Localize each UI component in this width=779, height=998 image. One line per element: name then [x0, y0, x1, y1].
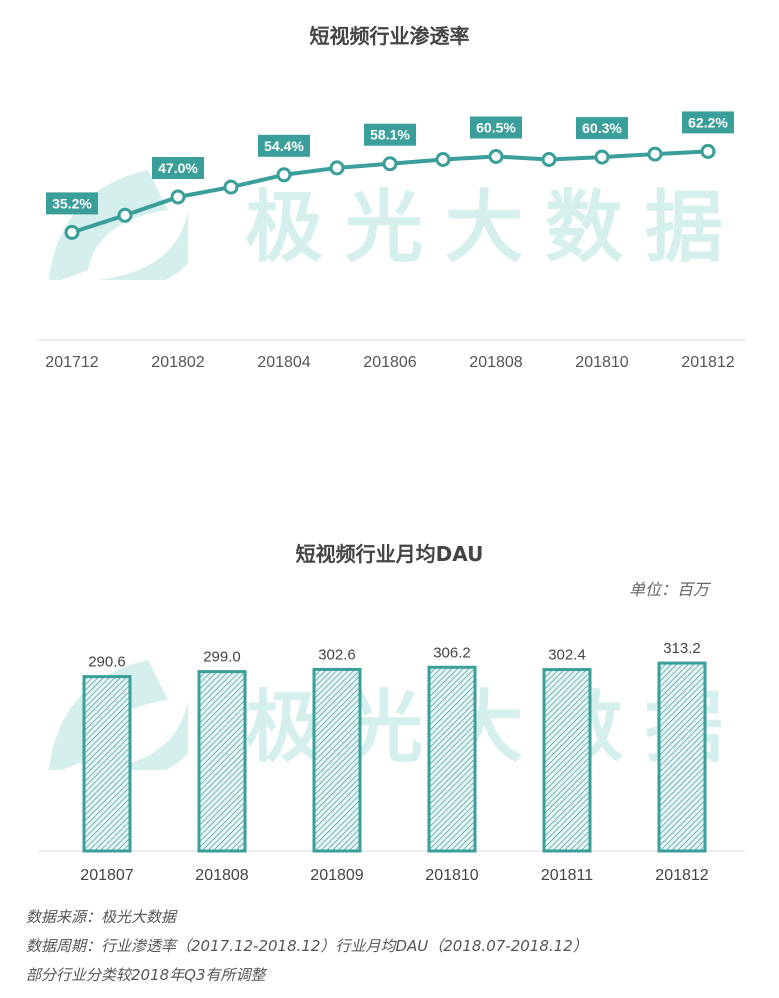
data-point — [541, 152, 557, 167]
unit-label: 单位：百万 — [628, 580, 709, 599]
x-tick-label: 201806 — [363, 354, 416, 371]
watermark-logo-icon — [48, 170, 188, 280]
data-point — [117, 207, 133, 223]
data-label-bg — [576, 117, 628, 140]
data-label: 302.4 — [548, 647, 586, 664]
footer-source: 数据来源：极光大数据 — [26, 908, 177, 926]
data-point — [170, 189, 186, 205]
data-label: 302.6 — [318, 646, 356, 663]
data-point — [594, 149, 610, 165]
data-point — [329, 160, 345, 176]
data-point — [382, 156, 398, 172]
x-tick-label: 201812 — [681, 354, 734, 371]
data-label: 35.2% — [52, 195, 92, 211]
data-point — [700, 143, 716, 159]
data-point — [435, 152, 451, 167]
x-tick-label: 201808 — [469, 354, 522, 371]
data-label: 290.6 — [88, 654, 126, 671]
bar — [657, 661, 707, 853]
x-tick-label: 201807 — [80, 867, 133, 884]
data-label-bg — [258, 134, 310, 157]
x-tick-label: 201811 — [541, 867, 593, 884]
x-tick-label: 201810 — [575, 354, 628, 371]
data-point — [223, 179, 239, 195]
watermark-text: 极光大数据 — [245, 183, 746, 273]
footer-note: 部分行业分类较2018年Q3有所调整 — [26, 966, 266, 984]
bar — [542, 668, 592, 853]
data-label-bg — [364, 123, 416, 146]
footer-period: 数据周期：行业渗透率（2017.12-2018.12）行业月均DAU（2018.… — [26, 937, 588, 955]
data-point — [64, 224, 80, 240]
data-label-bg — [46, 192, 98, 215]
data-label: 60.3% — [582, 120, 622, 136]
x-tick-label: 201712 — [45, 354, 98, 371]
bar — [427, 665, 477, 853]
data-label-bg — [152, 157, 204, 179]
data-label: 313.2 — [663, 640, 701, 657]
x-tick-label: 201812 — [655, 867, 708, 884]
data-label: 62.2% — [688, 114, 728, 130]
data-label: 60.5% — [476, 120, 516, 136]
data-label: 54.4% — [264, 138, 304, 154]
x-tick-label: 201808 — [195, 867, 248, 884]
data-label-bg — [682, 111, 734, 134]
x-tick-label: 201809 — [310, 867, 363, 884]
data-point — [488, 149, 504, 164]
data-label: 299.0 — [203, 649, 241, 666]
x-tick-label: 201802 — [151, 354, 204, 371]
bar — [197, 670, 247, 853]
x-tick-label: 201810 — [425, 867, 478, 884]
bar — [82, 675, 132, 853]
line-chart-title: 短视频行业渗透率 — [309, 24, 470, 48]
data-point — [276, 167, 292, 183]
data-label: 47.0% — [158, 160, 198, 176]
bar-chart-title: 短视频行业月均DAU — [295, 542, 484, 566]
data-label-bg — [470, 116, 522, 139]
data-label: 306.2 — [433, 644, 471, 661]
data-point — [647, 146, 663, 162]
data-label: 58.1% — [370, 127, 410, 143]
bar — [312, 667, 362, 853]
x-tick-label: 201804 — [257, 354, 310, 371]
